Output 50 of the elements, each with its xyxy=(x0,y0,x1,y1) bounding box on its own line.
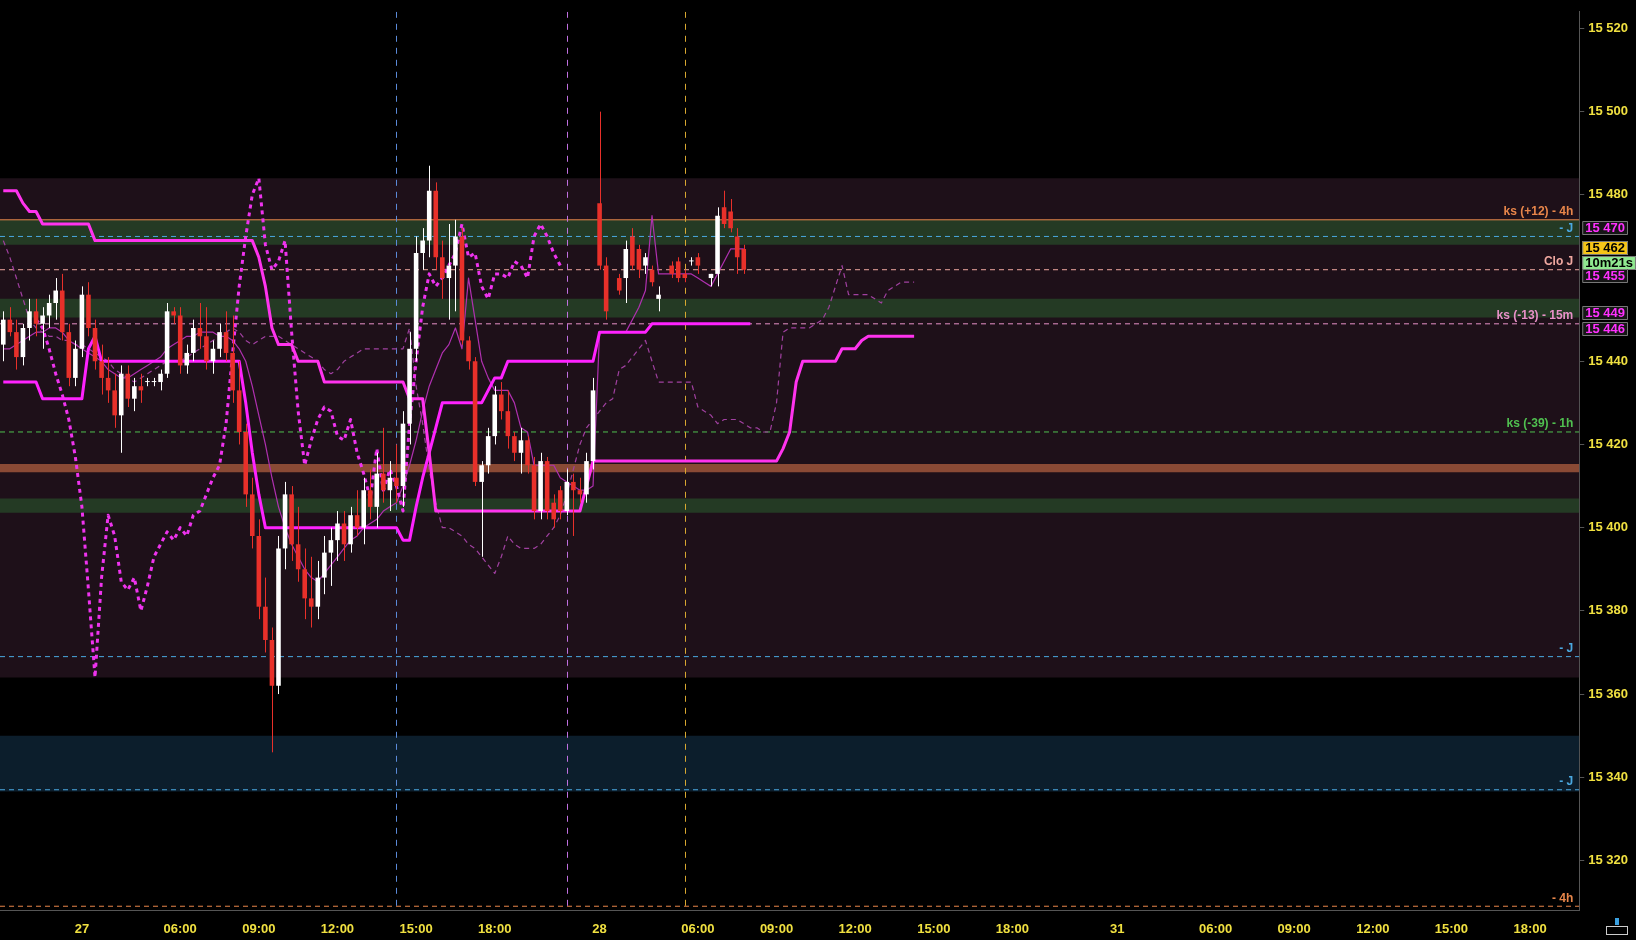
text: 15 470 xyxy=(1585,220,1625,236)
line-series xyxy=(2,240,915,575)
text: 15 446 xyxy=(1585,321,1625,337)
x-tick-label: 28 xyxy=(592,920,607,936)
x-tick-label: 12:00 xyxy=(838,920,872,936)
candlestick xyxy=(630,227,635,271)
ref-line-label: - J xyxy=(1559,774,1574,789)
ref-line-label: Clo J xyxy=(1543,254,1574,269)
ref-line-label: - J xyxy=(1559,220,1574,235)
ref-line-label: ks (-13) - 15m xyxy=(1496,308,1574,323)
x-tick-label: 09:00 xyxy=(242,920,276,936)
x-tick-label: 31 xyxy=(1110,920,1125,936)
x-tick-label: 12:00 xyxy=(1356,920,1390,936)
x-tick-label: 18:00 xyxy=(1513,920,1547,936)
candlestick xyxy=(616,273,622,296)
candlestick xyxy=(453,219,458,312)
x-tick-label: 18:00 xyxy=(995,920,1030,936)
x-tick-label: 12:00 xyxy=(320,920,355,936)
candlestick xyxy=(132,377,137,412)
y-tick-label: 15 440 xyxy=(1588,352,1628,368)
x-tick-label: 15:00 xyxy=(917,920,951,936)
x-tick-label: 06:00 xyxy=(163,920,197,936)
candlestick xyxy=(40,306,45,350)
text: 15 462 xyxy=(1585,240,1625,256)
x-tick-label: 15:00 xyxy=(399,920,433,936)
x-tick-label: 27 xyxy=(74,920,90,936)
y-tick-label: 15 420 xyxy=(1588,436,1628,452)
ref-line-label: ks (-39) - 1h xyxy=(1506,416,1574,431)
y-tick-label: 15 320 xyxy=(1588,852,1628,868)
text: 15 455 xyxy=(1585,268,1625,284)
ref-line-label: - 4h xyxy=(1551,890,1574,905)
y-tick-label: 15 480 xyxy=(1588,186,1628,202)
x-tick-label: 09:00 xyxy=(759,920,794,936)
x-tick-label: 15:00 xyxy=(1434,920,1469,936)
x-tick-label: 06:00 xyxy=(681,920,715,936)
y-tick-label: 15 360 xyxy=(1588,685,1628,701)
candlestick xyxy=(643,252,648,275)
y-tick-label: 15 520 xyxy=(1588,20,1628,36)
y-tick-label: 15 380 xyxy=(1588,602,1628,618)
y-tick-label: 15 340 xyxy=(1588,768,1628,784)
y-tick-label: 15 500 xyxy=(1588,103,1628,119)
x-tick-label: 09:00 xyxy=(1277,920,1311,936)
text: 10m21s xyxy=(1585,255,1633,271)
ref-line-label: ks (+12) - 4h xyxy=(1503,204,1574,219)
text: 15 449 xyxy=(1585,305,1625,321)
x-tick-label: 06:00 xyxy=(1198,920,1233,936)
y-tick-label: 15 400 xyxy=(1588,519,1628,535)
candlestick xyxy=(308,556,314,629)
x-tick-label: 18:00 xyxy=(478,920,512,936)
ref-line-label: - J xyxy=(1559,640,1574,655)
